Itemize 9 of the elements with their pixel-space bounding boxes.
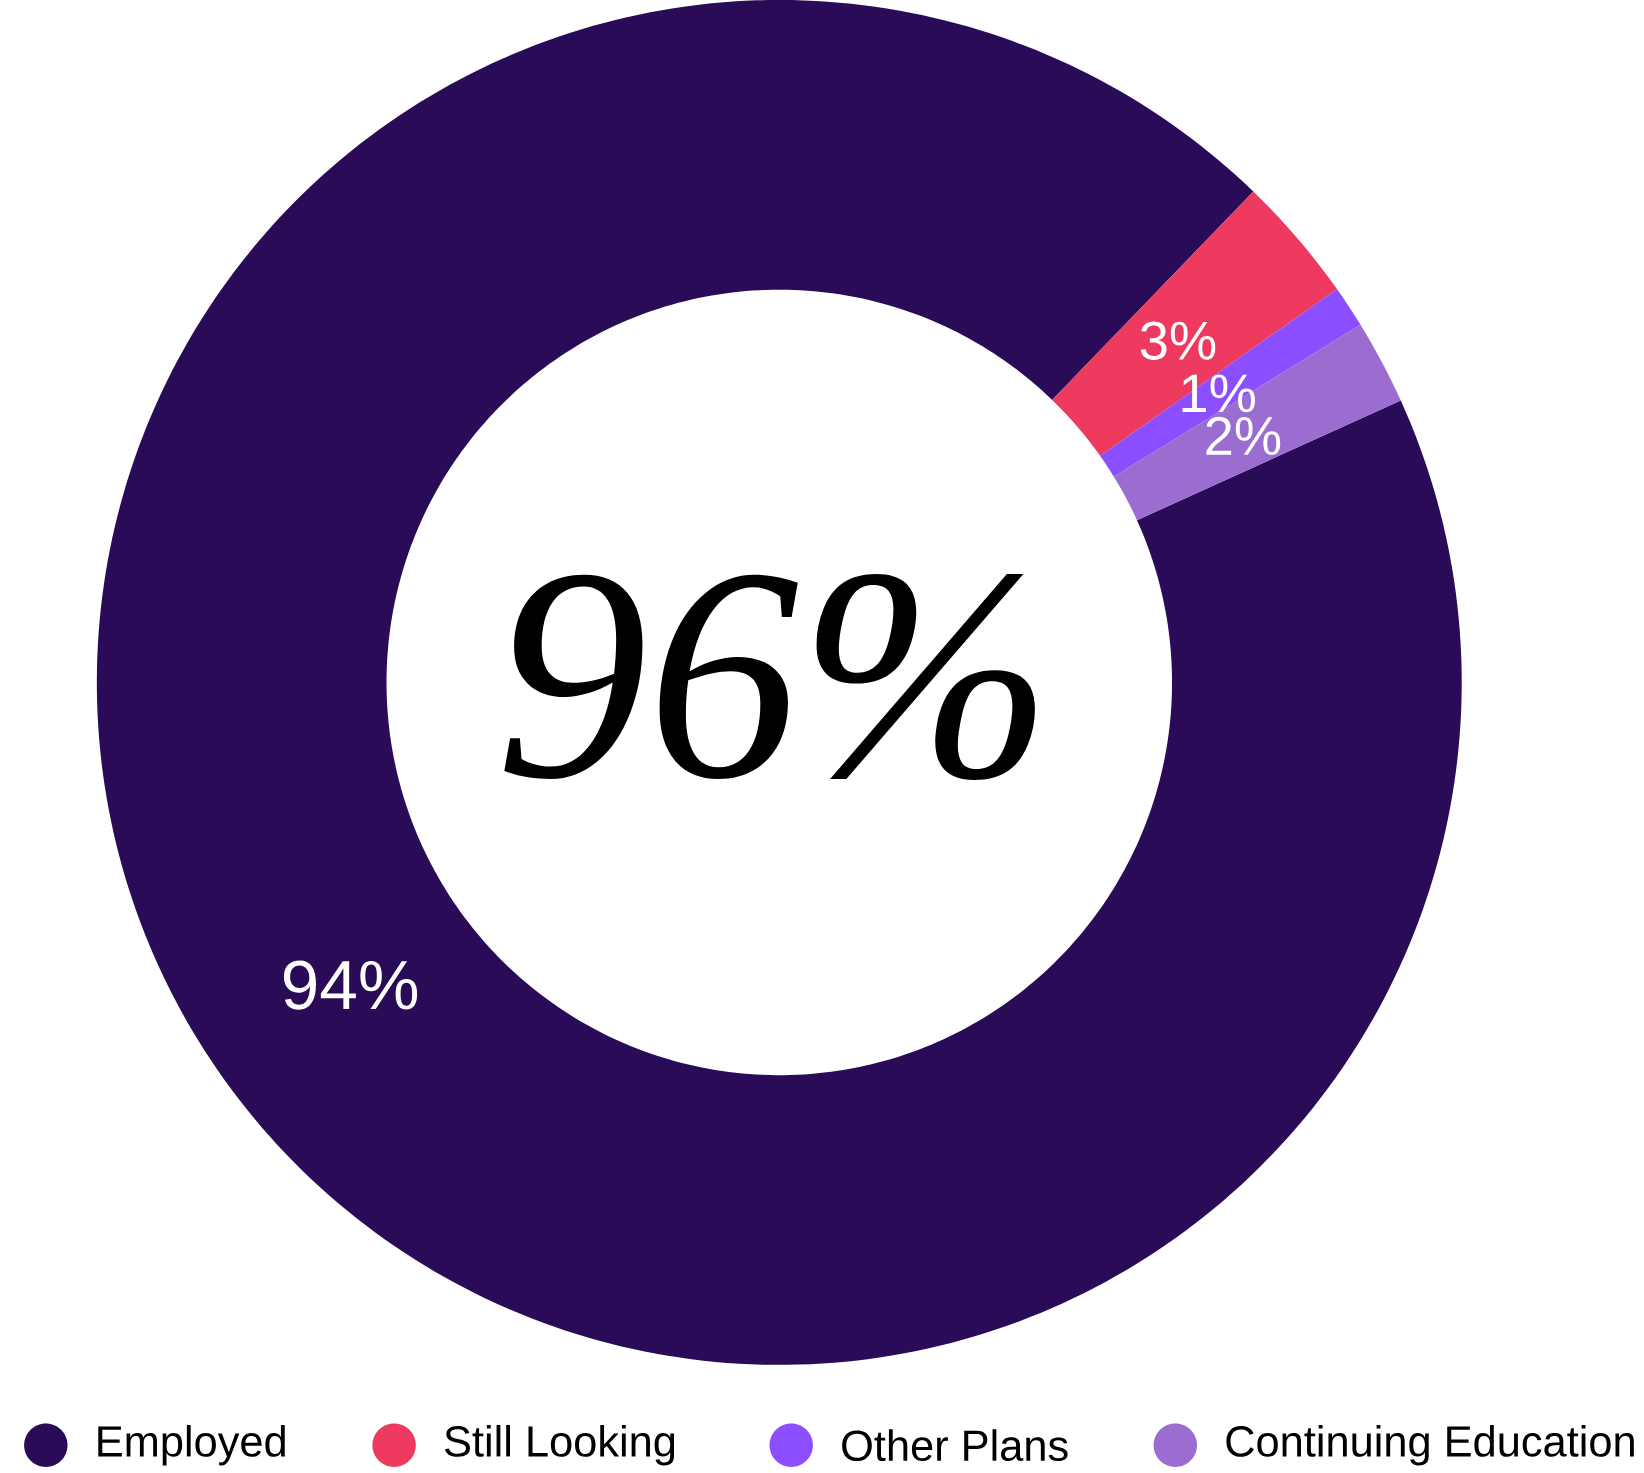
legend-label: Still Looking [444,1425,675,1466]
text: 96% [504,574,1035,781]
data-label: 94% [283,960,418,1010]
data-label: 2% [1206,416,1281,456]
data-label: 3% [1140,321,1216,361]
legend-label: Continuing Education [1226,1425,1634,1466]
data-label: 1% [1182,374,1255,413]
legend-label: Other Plans [842,1429,1068,1462]
legend-label: Employed [98,1425,285,1466]
